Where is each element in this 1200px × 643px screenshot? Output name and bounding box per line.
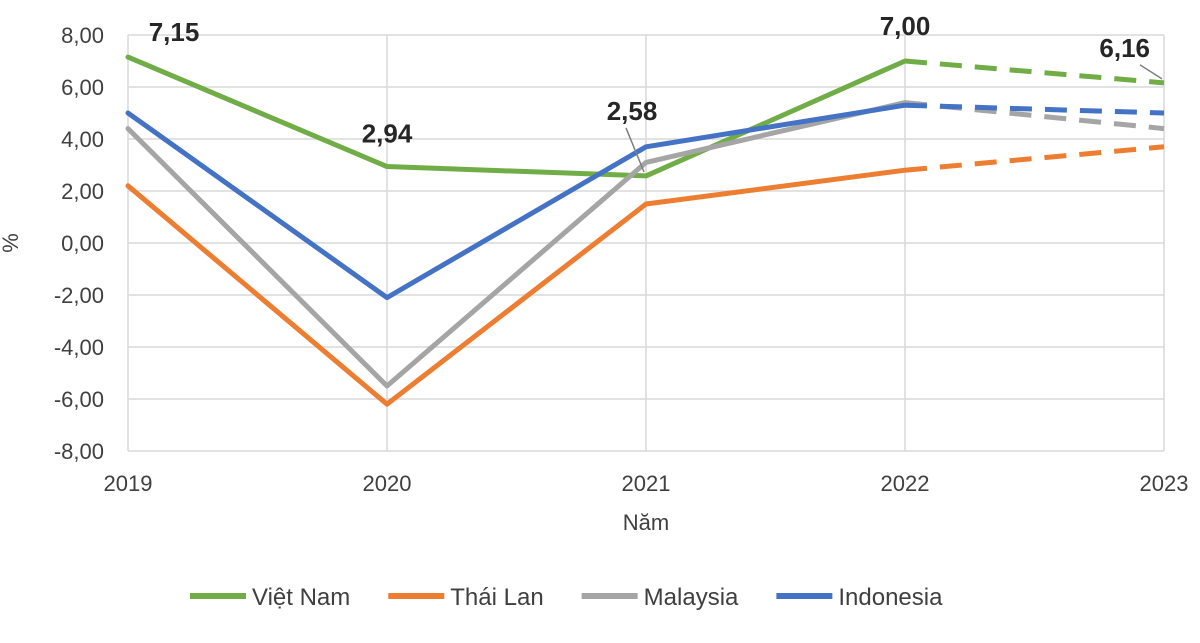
- y-axis-ticks: -8,00 -6,00 -4,00 -2,00 0,00 2,00 4,00 6,00 8,00: [54, 23, 104, 464]
- y-tick-label: 2,00: [61, 179, 104, 204]
- y-tick-label: -2,00: [54, 283, 104, 308]
- series-line-việt-nam: [125, 54, 908, 179]
- y-tick-label: -8,00: [54, 439, 104, 464]
- legend-label: Indonesia: [838, 584, 943, 611]
- y-tick-label: 6,00: [61, 75, 104, 100]
- series-line-malaysia: [125, 100, 908, 389]
- series-lines: [125, 54, 1165, 407]
- y-axis-title: %: [0, 233, 23, 253]
- legend: Việt Nam Thái Lan Malaysia Indonesia: [190, 584, 943, 611]
- x-axis-ticks: 2019 2020 2021 2022 2023: [104, 471, 1189, 496]
- y-tick-label: -4,00: [54, 335, 104, 360]
- y-tick-label: 8,00: [61, 23, 104, 48]
- x-tick-label: 2022: [881, 471, 930, 496]
- series-projection-việt-nam: [904, 58, 1165, 86]
- data-label-leader: [625, 127, 645, 173]
- x-tick-label: 2020: [363, 471, 412, 496]
- data-label-leader: [1139, 64, 1163, 80]
- legend-label: Việt Nam: [252, 584, 350, 611]
- data-labels: 7,15 2,94 2,58 7,00 6,16: [149, 11, 1163, 173]
- data-label: 7,00: [880, 11, 931, 41]
- y-tick-label: 0,00: [61, 231, 104, 256]
- legend-label: Malaysia: [644, 584, 739, 611]
- legend-label: Thái Lan: [450, 584, 543, 611]
- series-line-thái-lan: [125, 167, 908, 407]
- data-label: 2,58: [607, 96, 658, 126]
- y-tick-label: 4,00: [61, 127, 104, 152]
- data-label: 6,16: [1099, 33, 1150, 63]
- data-label: 7,15: [149, 17, 200, 47]
- x-tick-label: 2019: [104, 471, 153, 496]
- x-tick-label: 2023: [1140, 471, 1189, 496]
- y-tick-label: -6,00: [54, 387, 104, 412]
- series-projection-indonesia: [904, 102, 1165, 116]
- x-axis-title: Năm: [623, 510, 669, 535]
- series-projection-thái-lan: [904, 144, 1165, 173]
- x-tick-label: 2021: [622, 471, 671, 496]
- data-label: 2,94: [362, 119, 413, 149]
- gridlines: [127, 34, 1165, 452]
- series-line-indonesia: [125, 102, 908, 301]
